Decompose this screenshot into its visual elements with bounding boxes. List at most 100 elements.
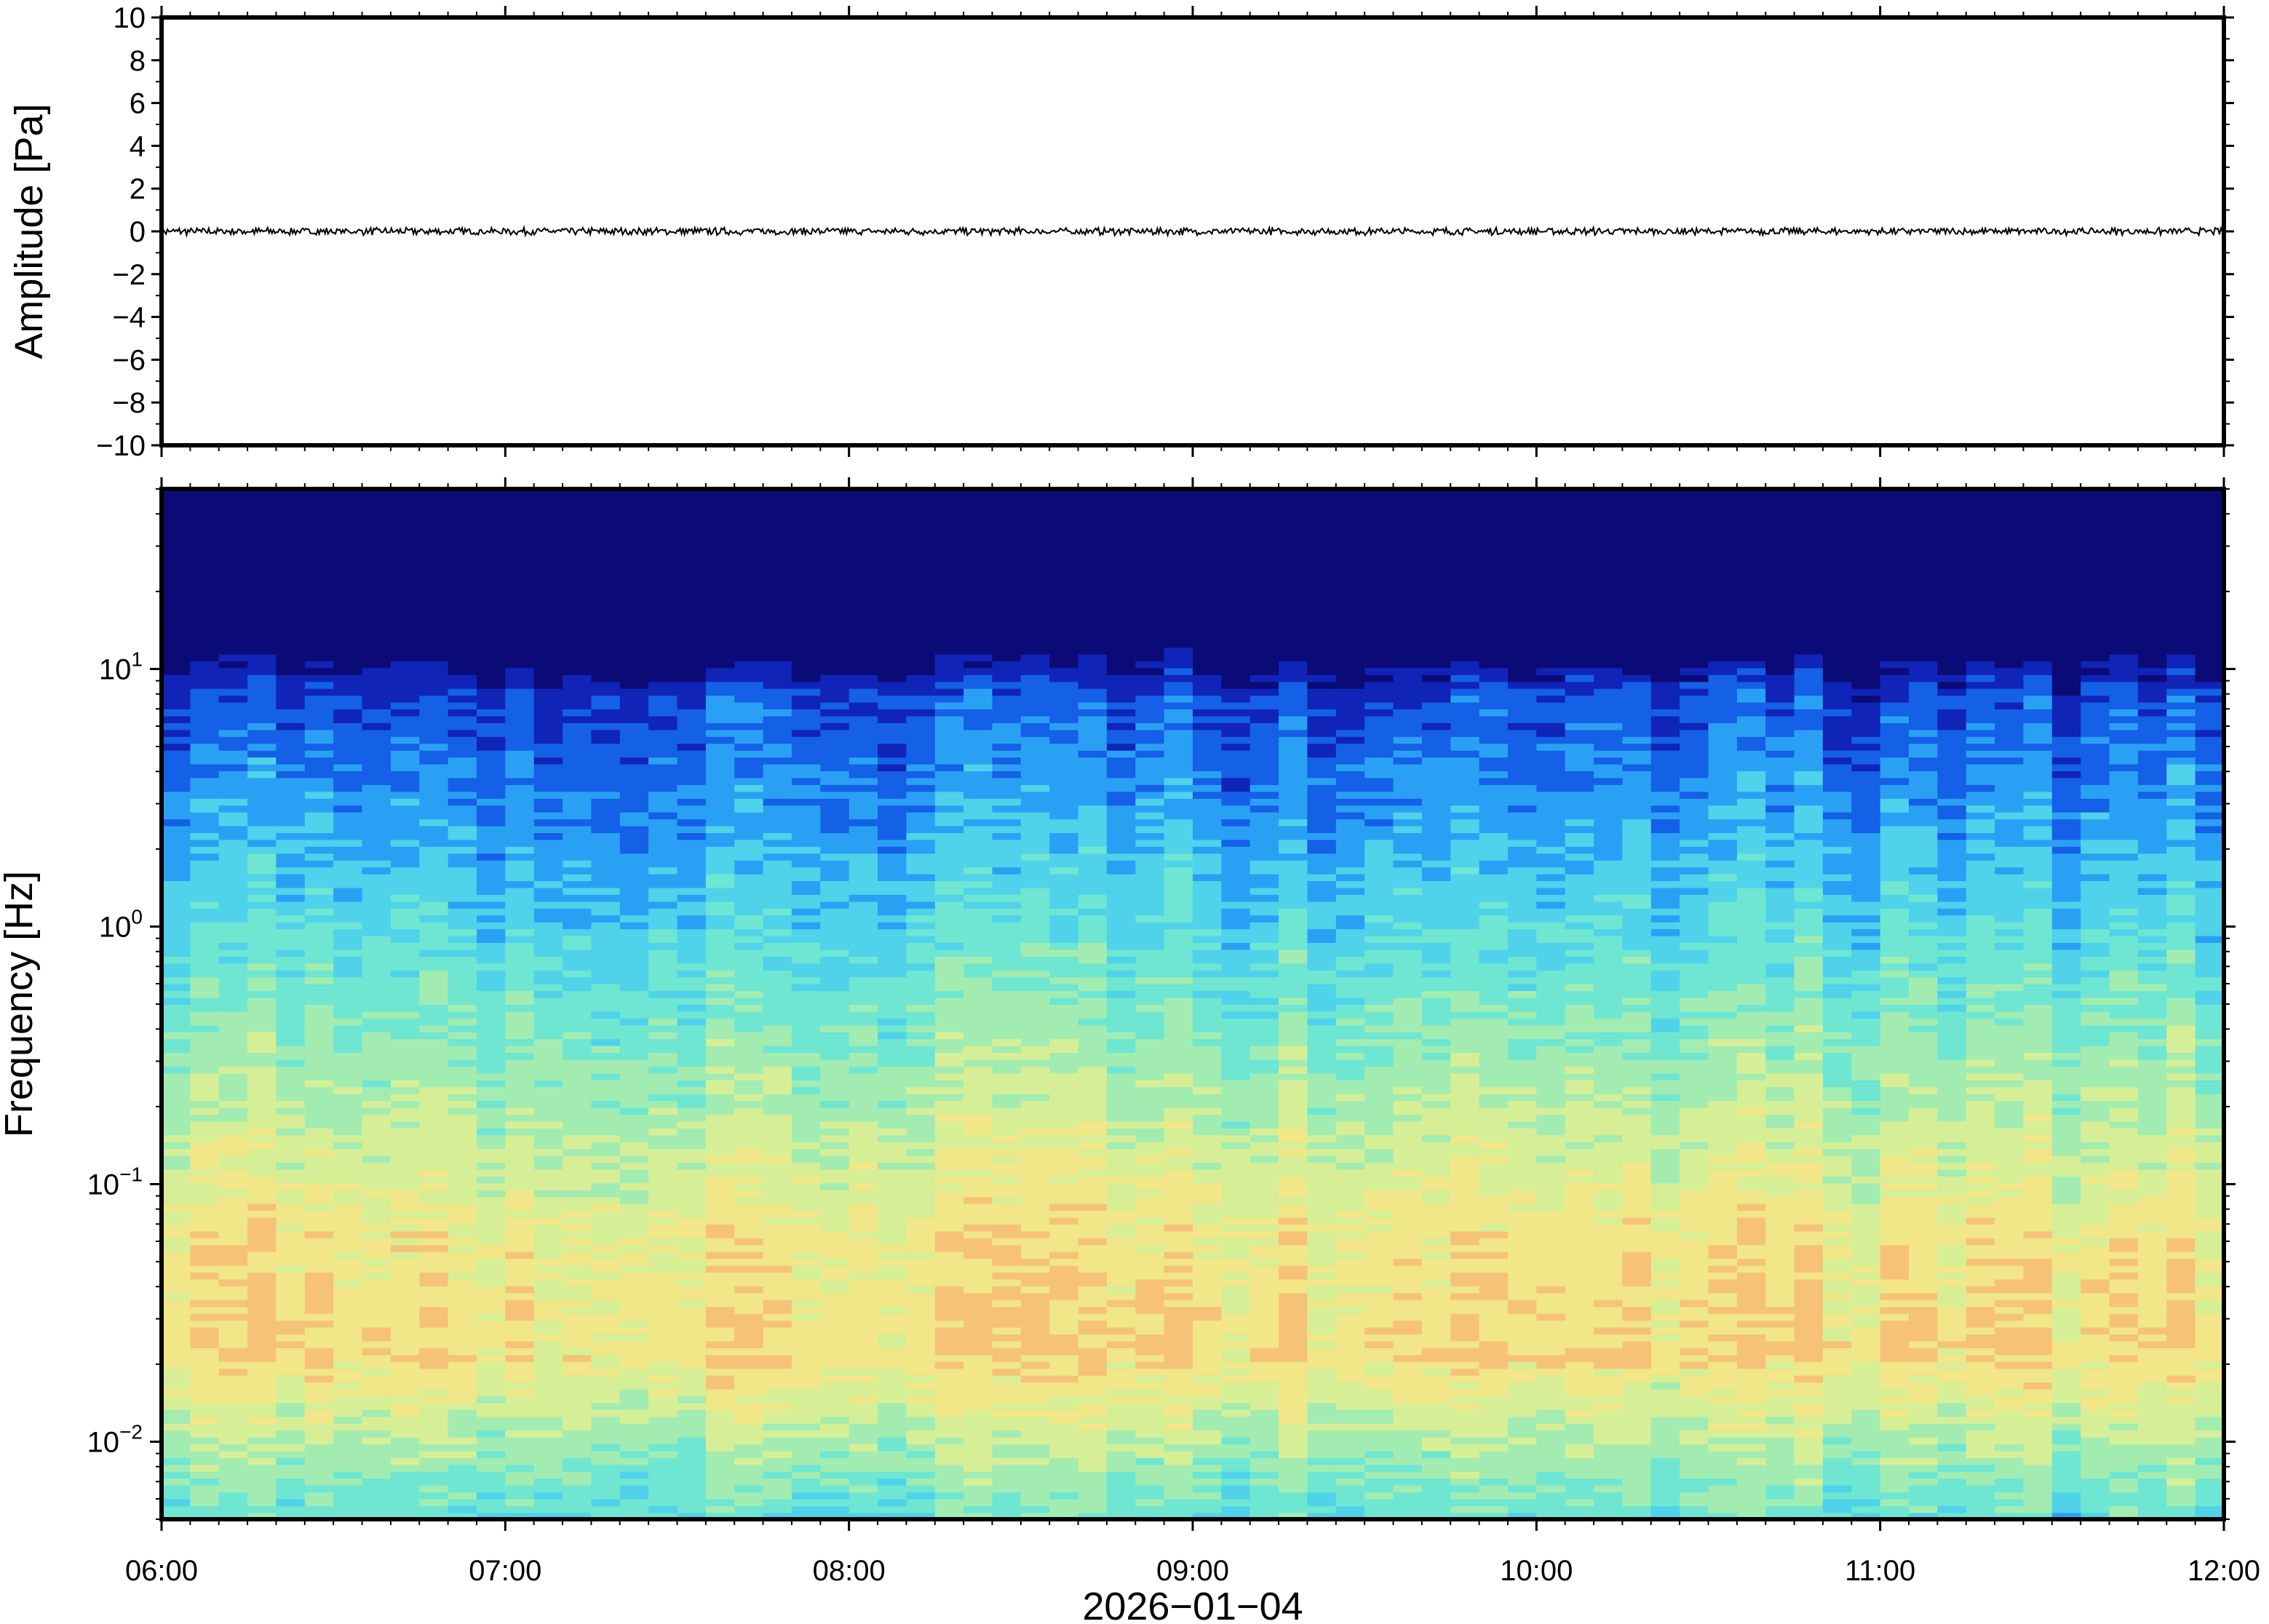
spectrogram-cell (276, 578, 306, 586)
spectrogram-cell (533, 1457, 564, 1465)
spectrogram-cell (477, 530, 506, 538)
spectrogram-cell (1020, 771, 1051, 779)
spectrogram-cell (333, 1155, 363, 1163)
spectrogram-cell (304, 1045, 335, 1053)
spectrogram-cell (563, 757, 592, 765)
spectrogram-cell (763, 915, 792, 923)
spectrogram-cell (591, 495, 621, 503)
spectrogram-cell (333, 1086, 363, 1094)
spectrogram-cell (934, 495, 965, 503)
spectrogram-cell (218, 605, 249, 613)
spectrogram-cell (333, 777, 363, 785)
spectrogram-cell (934, 907, 965, 916)
spectrogram-cell (419, 797, 449, 806)
spectrogram-cell (705, 955, 736, 964)
spectrogram-cell (247, 715, 277, 723)
spectrogram-cell (591, 791, 621, 799)
spectrogram-cell (878, 1484, 907, 1493)
spectrogram-cell (849, 530, 879, 538)
spectrogram-cell (878, 1334, 907, 1342)
spectrogram-cell (1020, 825, 1051, 833)
spectrogram-cell (304, 1457, 335, 1465)
spectrogram-cell (648, 653, 678, 661)
spectrogram-cell (619, 867, 650, 875)
spectrogram-cell (247, 1176, 277, 1184)
spectrogram-cell (362, 743, 392, 751)
spectrogram-cell (820, 1100, 850, 1108)
spectrogram-cell (734, 1286, 764, 1294)
spectrogram-cell (934, 1292, 965, 1300)
spectrogram-cell (276, 743, 306, 751)
spectrogram-cell (448, 963, 477, 971)
spectrogram-cell (849, 1093, 879, 1102)
spectrogram-cell (362, 1382, 392, 1390)
spectrogram-cell (247, 763, 277, 771)
spectrogram-cell (505, 1457, 535, 1465)
spectrogram-cell (591, 1230, 621, 1238)
spectrogram-cell (162, 1450, 191, 1458)
spectrogram-cell (677, 1374, 707, 1383)
spectrogram-cell (763, 1470, 792, 1479)
spectrogram-cell (362, 1498, 392, 1507)
spectrogram-cell (304, 626, 335, 634)
spectrogram-cell (448, 969, 477, 978)
spectrogram-cell (705, 811, 736, 820)
spectrogram-cell (247, 811, 277, 820)
spectrogram-cell (648, 784, 678, 792)
spectrogram-cell (505, 489, 535, 497)
spectrogram-cell (734, 763, 764, 771)
spectrogram-cell (934, 674, 965, 682)
spectrogram-cell (505, 1402, 535, 1410)
spectrogram-cell (705, 1313, 736, 1321)
spectrogram-cell (992, 1409, 1022, 1417)
spectrogram-cell (878, 805, 907, 813)
spectrogram-cell (591, 681, 621, 689)
spectrogram-cell (791, 955, 822, 964)
spectrogram-cell (878, 571, 907, 579)
spectrogram-cell (419, 1224, 449, 1232)
spectrogram-cell (448, 681, 477, 689)
spectrogram-cell (591, 1024, 621, 1032)
spectrogram-cell (791, 640, 822, 648)
spectrogram-cell (906, 1299, 936, 1307)
spectrogram-cell (934, 880, 965, 888)
spectrogram-cell (247, 1059, 277, 1067)
spectrogram-cell (906, 509, 936, 517)
spectrogram-cell (162, 537, 191, 545)
spectrogram-cell (619, 1368, 650, 1376)
spectrogram-cell (419, 1134, 449, 1142)
spectrogram-cell (878, 949, 907, 957)
spectrogram-cell (820, 592, 850, 600)
spectrogram-cell (591, 1320, 621, 1328)
spectrogram-cell (791, 845, 822, 854)
spectrogram-cell (677, 1162, 707, 1170)
spectrogram-cell (276, 771, 306, 779)
spectrogram-cell (162, 825, 191, 833)
spectrogram-cell (763, 969, 792, 978)
spectrogram-cell (333, 695, 363, 703)
spectrogram-cell (1049, 564, 1079, 573)
spectrogram-cell (963, 495, 993, 503)
spectrogram-cell (533, 537, 564, 545)
spectrogram-cell (763, 661, 792, 669)
spectrogram-cell (648, 1100, 678, 1108)
spectrogram-cell (419, 619, 449, 627)
spectrogram-cell (906, 1148, 936, 1156)
spectrogram-cell (677, 819, 707, 827)
spectrogram-cell (162, 1079, 191, 1088)
spectrogram-cell (878, 901, 907, 909)
spectrogram-cell (218, 489, 249, 497)
spectrogram-cell (963, 1258, 993, 1266)
spectrogram-cell (190, 1038, 220, 1046)
spectrogram-cell (448, 688, 477, 696)
spectrogram-cell (563, 845, 592, 854)
spectrogram-cell (1020, 1072, 1051, 1080)
spectrogram-cell (162, 592, 191, 600)
spectrogram-cell (906, 1169, 936, 1177)
spectrogram-cell (304, 1382, 335, 1390)
spectrogram-cell (162, 619, 191, 627)
spectrogram-cell (276, 1409, 306, 1417)
spectrogram-cell (906, 1244, 936, 1252)
spectrogram-cell (563, 942, 592, 950)
spectrogram-cell (878, 1306, 907, 1314)
